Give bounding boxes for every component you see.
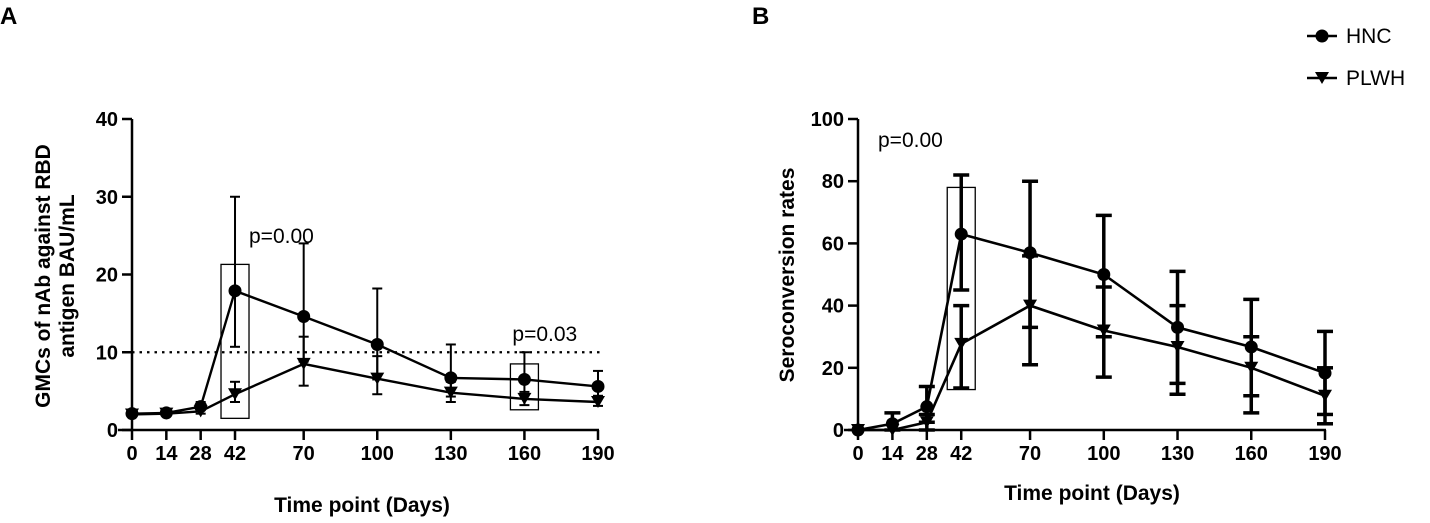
panel-b-xtick-label: 190 [1308, 443, 1341, 465]
panel-a-plwh-point [296, 357, 311, 370]
panel-b-annotation-0: p=0.00 [878, 129, 943, 152]
panel-b-xtick-label: 130 [1161, 443, 1194, 465]
panel-a-plwh-point [517, 392, 532, 405]
chart-panel-a: GMCs of nAb against RBD antigen BAU/mL T… [32, 109, 615, 517]
panel-b-plwh-point [1170, 340, 1185, 353]
panel-a-xtick-label: 28 [190, 443, 212, 465]
panel-a-xtick-label: 0 [126, 443, 137, 465]
panel-b-xlabel: Time point (Days) [1004, 482, 1180, 505]
panel-b-plwh-point [851, 424, 865, 436]
panel-a-ytick-label: 20 [96, 265, 118, 287]
legend-plwh-marker [1315, 72, 1329, 84]
panel-b-plwh-point [1244, 361, 1259, 374]
panel-a-ytick-label: 30 [96, 187, 118, 209]
panel-a-xtick-label: 190 [581, 443, 614, 465]
panel-a-xtick-label: 100 [361, 443, 394, 465]
panel-b-xtick-label: 70 [1019, 443, 1041, 465]
panel-a-xlabel: Time point (Days) [274, 494, 450, 517]
panel-b-xtick-label: 28 [916, 443, 938, 465]
panel-a-plwh-point [159, 407, 174, 420]
panel-b-ytick-label: 40 [822, 296, 844, 318]
panel-b-plwh-point [1318, 389, 1332, 402]
panel-a-hnc-point [591, 379, 605, 393]
panel-b-plwh-point [885, 424, 900, 436]
panel-a-annotation-1: p=0.03 [512, 323, 577, 346]
panel-b-xtick-label: 42 [950, 443, 972, 465]
panel-b-ytick-label: 0 [833, 420, 844, 442]
panel-a-plwh-point [228, 388, 243, 401]
legend: HNC PLWH [1307, 25, 1405, 90]
panel-a-hnc-point [228, 284, 242, 298]
panel-a-hnc-point [297, 309, 311, 323]
panel-b-plwh-point [954, 337, 969, 350]
panel-a-ytick-label: 0 [107, 420, 118, 442]
panel-b-plwh-point [1096, 324, 1111, 337]
panel-a-xtick-label: 160 [508, 443, 541, 465]
panel-a-plwh-point [443, 386, 458, 399]
panel-b-ylabel: Seroconversion rates [776, 168, 799, 383]
panel-b-plwh-point [1023, 299, 1038, 312]
panel-a-annotation-0: p=0.00 [249, 225, 314, 248]
panel-a-plwh-point [193, 405, 208, 418]
panel-a-ytick-label: 40 [96, 109, 118, 131]
panel-b-ytick-label: 20 [822, 358, 844, 380]
panel-a-plwh-point [370, 372, 385, 385]
panel-b-xtick-label: 100 [1087, 443, 1120, 465]
legend-hnc-label: HNC [1346, 25, 1392, 48]
panel-a-hnc-point [370, 337, 384, 351]
panel-a-xtick-label: 70 [293, 443, 315, 465]
panel-a-plwh-point [125, 408, 139, 421]
panel-b-ytick-label: 100 [811, 109, 844, 131]
panel-b-label: B [752, 3, 769, 30]
legend-plwh-label: PLWH [1346, 67, 1405, 90]
panel-b-hnc-point [954, 227, 968, 241]
panel-a-ytick-label: 10 [96, 342, 118, 364]
panel-a-label: A [0, 3, 17, 30]
panel-b-plwh-point [919, 416, 934, 429]
panel-b-ytick-label: 80 [822, 171, 844, 193]
panel-b-hnc-point [920, 400, 934, 414]
panel-a-xtick-label: 130 [434, 443, 467, 465]
panel-a-hnc-point [517, 372, 531, 386]
panel-b-xtick-label: 160 [1235, 443, 1268, 465]
panel-b-xtick-label: 14 [881, 443, 904, 465]
panel-b-xtick-label: 0 [852, 443, 863, 465]
legend-hnc-marker [1315, 29, 1329, 43]
panel-a-ylabel-line2: antigen BAU/mL [56, 194, 79, 358]
chart-panel-b: Seroconversion rates Time point (Days) 0… [776, 109, 1342, 505]
panel-b-hnc-point [1097, 268, 1111, 281]
panel-a-ylabel-line1: GMCs of nAb against RBD [32, 144, 55, 408]
panel-a-xtick-label: 14 [155, 443, 178, 465]
panel-b-ytick-label: 60 [822, 233, 844, 255]
panel-a-xtick-label: 42 [224, 443, 246, 465]
panel-a-plwh-point [591, 396, 605, 409]
